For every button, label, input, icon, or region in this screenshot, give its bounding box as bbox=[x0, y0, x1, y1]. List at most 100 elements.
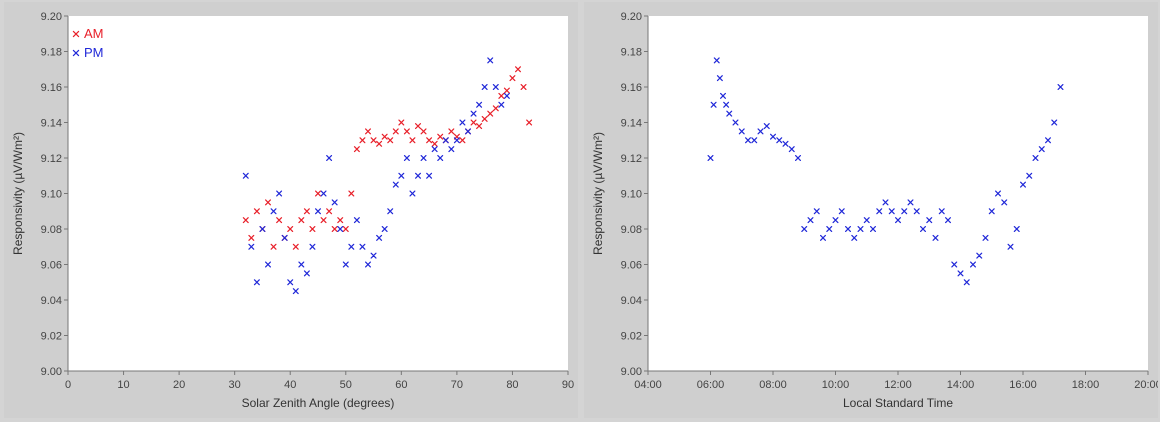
time-scatter-plot: 9.00 9.02 9.04 9.06 9.08 9.10 9.12 9.14 9.16 9.18… bbox=[591, 11, 1158, 410]
right-chart-panel: 9.00 9.02 9.04 9.06 9.08 9.10 9.12 9.14 9.16 9.18… bbox=[584, 2, 1158, 418]
x-tick-label: 20 bbox=[173, 379, 185, 391]
y-tick-label: 9.18 bbox=[41, 47, 62, 59]
x-tick-label: 40 bbox=[284, 379, 296, 391]
data-point bbox=[376, 234, 383, 241]
data-point bbox=[876, 208, 883, 215]
data-point bbox=[331, 199, 338, 206]
y-tick-label: 9.10 bbox=[621, 189, 642, 201]
data-point bbox=[788, 146, 795, 153]
data-point bbox=[292, 243, 299, 250]
data-point bbox=[503, 87, 510, 94]
data-point bbox=[376, 140, 383, 147]
data-point bbox=[403, 128, 410, 135]
data-point bbox=[907, 199, 914, 206]
data-point bbox=[492, 105, 499, 112]
data-point bbox=[453, 137, 460, 144]
data-point bbox=[265, 261, 271, 268]
y-tick-label: 9.14 bbox=[621, 118, 642, 130]
data-point bbox=[326, 155, 333, 161]
data-point bbox=[287, 226, 294, 232]
y-tick-label: 9.08 bbox=[621, 224, 642, 236]
y-tick-label: 9.16 bbox=[621, 82, 642, 94]
data-point bbox=[359, 243, 366, 250]
y-tick-label: 9.00 bbox=[621, 366, 642, 378]
data-point bbox=[353, 146, 360, 153]
data-point bbox=[309, 226, 316, 232]
data-point bbox=[253, 208, 260, 215]
data-point bbox=[415, 123, 421, 130]
x-tick-label: 60 bbox=[395, 379, 407, 391]
data-point bbox=[481, 115, 488, 122]
data-point bbox=[242, 217, 249, 224]
data-point bbox=[342, 226, 349, 232]
data-point bbox=[348, 243, 355, 250]
data-point bbox=[498, 92, 505, 99]
data-point bbox=[515, 66, 521, 73]
data-point bbox=[1026, 172, 1033, 179]
data-point bbox=[359, 137, 366, 144]
data-point bbox=[820, 234, 826, 241]
data-point bbox=[487, 110, 494, 117]
data-point bbox=[315, 208, 321, 215]
y-tick-label: 9.04 bbox=[41, 295, 62, 307]
data-point bbox=[1038, 146, 1045, 153]
data-point bbox=[1057, 84, 1064, 90]
data-point bbox=[770, 133, 776, 140]
data-point bbox=[337, 226, 344, 232]
data-point bbox=[838, 208, 845, 215]
data-point bbox=[995, 190, 1001, 197]
data-point bbox=[982, 234, 989, 241]
data-point bbox=[248, 243, 255, 250]
data-point bbox=[1020, 181, 1026, 188]
data-point bbox=[387, 208, 394, 215]
data-point bbox=[320, 190, 327, 197]
data-point bbox=[1013, 226, 1020, 232]
data-point bbox=[1051, 119, 1058, 126]
data-point bbox=[938, 208, 945, 215]
data-point bbox=[738, 128, 745, 135]
data-point bbox=[326, 208, 333, 215]
data-point bbox=[732, 119, 739, 126]
data-point bbox=[870, 226, 876, 232]
x-axis-title: Local Standard Time bbox=[843, 396, 953, 410]
data-point bbox=[348, 190, 355, 197]
data-point bbox=[801, 226, 808, 232]
y-tick-label: 9.06 bbox=[41, 260, 62, 272]
data-point bbox=[365, 128, 371, 135]
data-point bbox=[315, 190, 321, 197]
data-point bbox=[442, 137, 449, 144]
y-tick-label: 9.20 bbox=[41, 11, 62, 23]
data-point bbox=[415, 172, 421, 179]
data-point bbox=[342, 261, 349, 268]
x-tick-label: 30 bbox=[229, 379, 241, 391]
y-tick-label: 9.10 bbox=[41, 189, 62, 201]
data-point bbox=[309, 243, 316, 250]
data-point bbox=[381, 226, 388, 232]
data-point bbox=[303, 208, 310, 215]
series-0 bbox=[707, 57, 1064, 286]
data-point bbox=[392, 181, 399, 188]
data-point bbox=[270, 208, 277, 215]
data-point bbox=[370, 252, 377, 259]
data-point bbox=[763, 123, 770, 130]
legend-label: PM bbox=[84, 45, 104, 60]
data-point bbox=[392, 128, 399, 135]
data-point bbox=[298, 261, 305, 268]
data-point bbox=[723, 101, 730, 108]
data-point bbox=[745, 137, 751, 144]
y-tick-label: 9.20 bbox=[621, 11, 642, 23]
x-tick-label: 12:00 bbox=[884, 379, 912, 391]
y-axis-title: Responsivity (µV/Wm²) bbox=[11, 132, 25, 255]
data-point bbox=[813, 208, 820, 215]
data-point bbox=[807, 217, 814, 224]
data-point bbox=[487, 57, 494, 64]
data-point bbox=[281, 234, 288, 241]
data-point bbox=[920, 226, 926, 232]
data-point bbox=[476, 123, 483, 130]
data-point bbox=[851, 234, 858, 241]
legend-marker bbox=[72, 49, 80, 57]
x-tick-label: 08:00 bbox=[759, 379, 787, 391]
data-point bbox=[459, 119, 466, 126]
data-point bbox=[403, 155, 410, 161]
data-point bbox=[398, 172, 405, 179]
